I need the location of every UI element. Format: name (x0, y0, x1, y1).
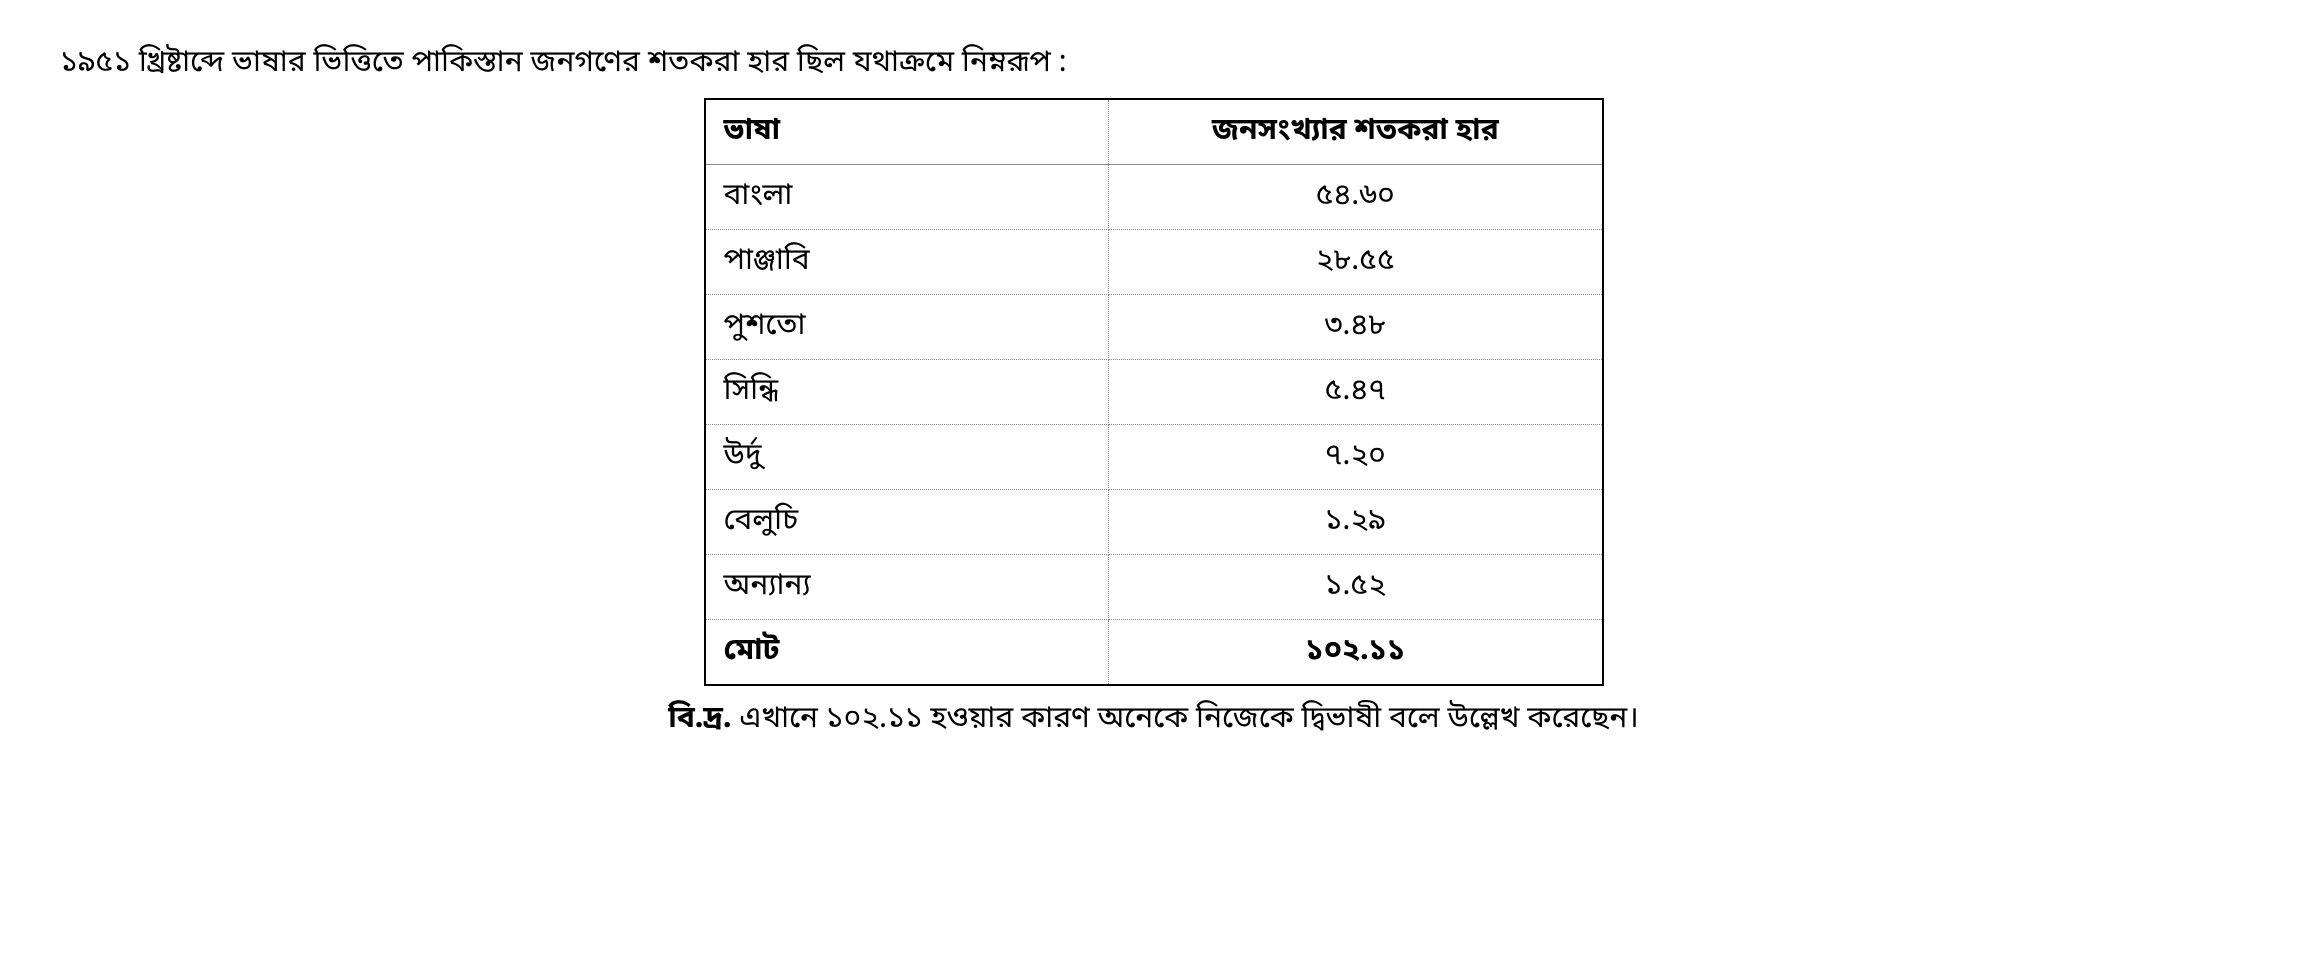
table-cell-value: ৫৪.৬০ (1109, 165, 1603, 230)
table-header-percentage: জনসংখ্যার শতকরা হার (1109, 99, 1603, 165)
table-cell-value: ২৮.৫৫ (1109, 230, 1603, 295)
table-header-row: ভাষা জনসংখ্যার শতকরা হার (705, 99, 1603, 165)
table-row: বেলুচি ১.২৯ (705, 490, 1603, 555)
table-cell-value: ৫.৪৭ (1109, 360, 1603, 425)
table-cell-value: ৩.৪৮ (1109, 295, 1603, 360)
table-row-total: মোট ১০২.১১ (705, 620, 1603, 686)
table-cell-language: পুশতো (705, 295, 1109, 360)
table-row: পাঞ্জাবি ২৮.৫৫ (705, 230, 1603, 295)
footnote-text: এখানে ১০২.১১ হওয়ার কারণ অনেকে নিজেকে দ্… (732, 700, 1639, 740)
table-cell-language: অন্যান্য (705, 555, 1109, 620)
language-table: ভাষা জনসংখ্যার শতকরা হার বাংলা ৫৪.৬০ পাঞ… (704, 98, 1604, 686)
table-wrapper: ভাষা জনসংখ্যার শতকরা হার বাংলা ৫৪.৬০ পাঞ… (60, 98, 2247, 686)
table-cell-language: পাঞ্জাবি (705, 230, 1109, 295)
table-cell-total-label: মোট (705, 620, 1109, 686)
table-row: সিন্ধি ৫.৪৭ (705, 360, 1603, 425)
table-cell-language: বেলুচি (705, 490, 1109, 555)
table-cell-language: উর্দু (705, 425, 1109, 490)
table-cell-value: ১.৫২ (1109, 555, 1603, 620)
table-header-language: ভাষা (705, 99, 1109, 165)
table-cell-value: ১.২৯ (1109, 490, 1603, 555)
footnote: বি.দ্র. এখানে ১০২.১১ হওয়ার কারণ অনেকে ন… (60, 696, 2247, 744)
intro-text: ১৯৫১ খ্রিষ্টাব্দে ভাষার ভিত্তিতে পাকিস্ত… (60, 40, 2247, 88)
table-cell-language: বাংলা (705, 165, 1109, 230)
table-cell-value: ৭.২০ (1109, 425, 1603, 490)
table-row: পুশতো ৩.৪৮ (705, 295, 1603, 360)
footnote-lead: বি.দ্র. (668, 700, 731, 740)
table-cell-total-value: ১০২.১১ (1109, 620, 1603, 686)
table-row: বাংলা ৫৪.৬০ (705, 165, 1603, 230)
table-row: অন্যান্য ১.৫২ (705, 555, 1603, 620)
table-row: উর্দু ৭.২০ (705, 425, 1603, 490)
table-cell-language: সিন্ধি (705, 360, 1109, 425)
